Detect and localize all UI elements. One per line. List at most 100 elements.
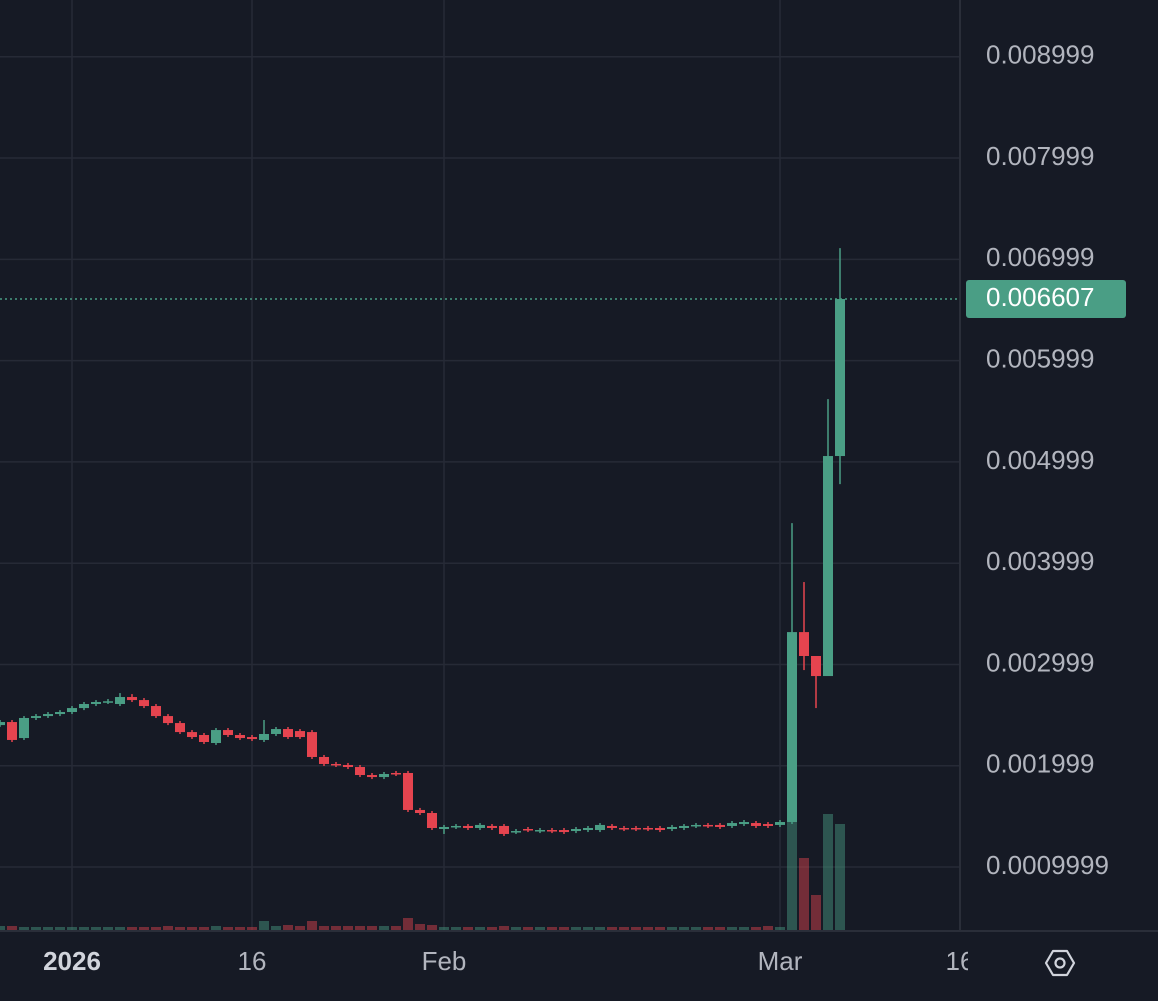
volume-bar bbox=[31, 927, 41, 930]
volume-bar bbox=[763, 926, 773, 930]
candle-body bbox=[595, 824, 605, 831]
volume-bar bbox=[283, 925, 293, 930]
volume-bar bbox=[751, 927, 761, 930]
candle-body bbox=[655, 827, 665, 831]
y-tick-label: 0.004999 bbox=[986, 445, 1094, 475]
candle-body bbox=[211, 730, 221, 744]
volume-bar bbox=[607, 927, 617, 930]
candle-body bbox=[307, 732, 317, 757]
volume-bar bbox=[211, 926, 221, 930]
volume-bar bbox=[331, 926, 341, 930]
volume-bar bbox=[715, 927, 725, 930]
x-tick-label: 16 bbox=[946, 946, 975, 976]
candle-body bbox=[463, 825, 473, 828]
candle-body bbox=[367, 775, 377, 778]
x-tick-label: Mar bbox=[758, 946, 803, 976]
volume-bar bbox=[127, 927, 137, 930]
candle-body bbox=[391, 772, 401, 775]
y-tick-label: 0.006999 bbox=[986, 242, 1094, 272]
candle-body bbox=[823, 456, 833, 677]
volume-bar bbox=[595, 927, 605, 930]
candle-body bbox=[115, 697, 125, 705]
volume-bar bbox=[523, 927, 533, 930]
candle-body bbox=[415, 809, 425, 814]
volume-bar bbox=[151, 927, 161, 930]
volume-bar bbox=[355, 926, 365, 930]
volume-bar bbox=[67, 927, 77, 930]
y-tick-label: 0.0009999 bbox=[986, 850, 1109, 880]
last-price-label: 0.006607 bbox=[986, 282, 1094, 312]
volume-bar bbox=[79, 927, 89, 930]
candle-body bbox=[355, 767, 365, 776]
candle-body bbox=[91, 701, 101, 705]
volume-bar bbox=[835, 824, 845, 930]
candle-body bbox=[811, 655, 821, 677]
candle-body bbox=[583, 827, 593, 831]
candle-body bbox=[247, 737, 257, 740]
candle-body bbox=[427, 813, 437, 828]
candle-body bbox=[55, 712, 65, 715]
candle-body bbox=[235, 735, 245, 739]
candle-body bbox=[259, 733, 269, 740]
candle-body bbox=[343, 764, 353, 768]
candle-body bbox=[703, 824, 713, 827]
candle-body bbox=[199, 735, 209, 742]
candle-body bbox=[739, 822, 749, 825]
y-tick-label: 0.005999 bbox=[986, 343, 1094, 373]
candle-body bbox=[451, 825, 461, 828]
settings-icon[interactable] bbox=[1044, 949, 1076, 977]
volume-bar bbox=[631, 927, 641, 930]
last-price-box bbox=[966, 280, 1126, 319]
candle-body bbox=[763, 824, 773, 826]
volume-bar bbox=[175, 927, 185, 930]
candle-body bbox=[775, 822, 785, 825]
candle-body bbox=[727, 823, 737, 826]
y-tick-label: 0.003999 bbox=[986, 546, 1094, 576]
candle-body bbox=[79, 704, 89, 709]
volume-bar bbox=[403, 918, 413, 930]
candle-body bbox=[31, 716, 41, 718]
candle-body bbox=[151, 706, 161, 717]
volume-bar bbox=[91, 927, 101, 930]
candle-body bbox=[667, 826, 677, 830]
volume-bar bbox=[679, 927, 689, 930]
volume-bar bbox=[163, 926, 173, 930]
volume-bar bbox=[307, 921, 317, 930]
y-tick-label: 0.002999 bbox=[986, 647, 1094, 677]
candle-body bbox=[439, 826, 449, 830]
candle-body bbox=[523, 829, 533, 831]
candle-body bbox=[223, 730, 233, 736]
candle-body bbox=[403, 772, 413, 810]
volume-bar bbox=[415, 924, 425, 930]
volume-bar bbox=[43, 927, 53, 930]
volume-bar bbox=[511, 927, 521, 930]
candle-body bbox=[127, 697, 137, 701]
volume-bar bbox=[655, 927, 665, 930]
volume-bar bbox=[439, 927, 449, 930]
candle-body bbox=[607, 825, 617, 828]
volume-bar bbox=[247, 927, 257, 930]
volume-bar bbox=[19, 927, 29, 930]
candle-body bbox=[679, 825, 689, 828]
volume-bar bbox=[115, 927, 125, 930]
candle-body bbox=[43, 714, 53, 717]
volume-bar bbox=[823, 814, 833, 930]
candle-body bbox=[0, 722, 5, 726]
volume-bar bbox=[739, 927, 749, 930]
volume-bar bbox=[727, 927, 737, 930]
candle-body bbox=[187, 732, 197, 738]
volume-bar bbox=[559, 927, 569, 930]
candle-body bbox=[19, 717, 29, 739]
volume-bar bbox=[775, 927, 785, 930]
candle-body bbox=[559, 830, 569, 833]
volume-bar bbox=[235, 927, 245, 930]
candle-body bbox=[283, 729, 293, 738]
volume-bar bbox=[703, 927, 713, 930]
volume-bar bbox=[271, 926, 281, 930]
volume-bar bbox=[487, 927, 497, 930]
volume-bar bbox=[55, 927, 65, 930]
volume-bar bbox=[343, 926, 353, 930]
candle-body bbox=[319, 756, 329, 764]
